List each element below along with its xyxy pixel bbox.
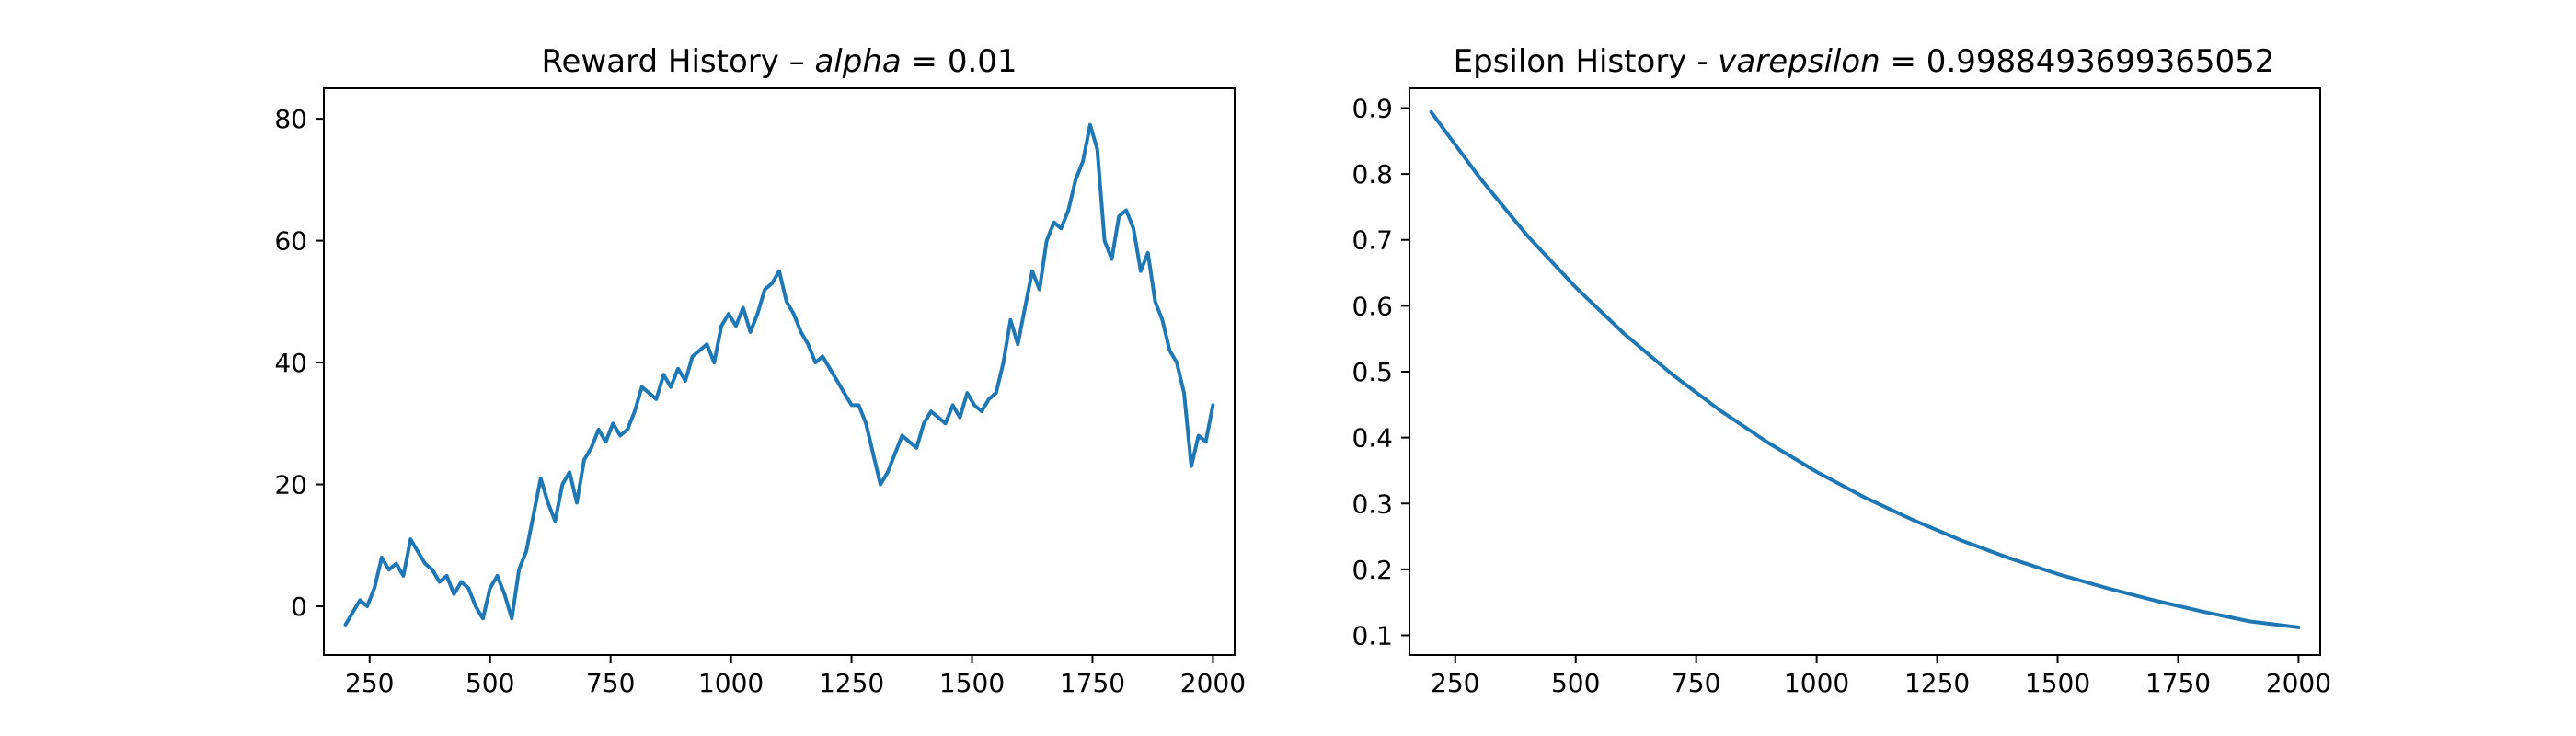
reward-history-x-tick-label: 1000 xyxy=(698,668,764,698)
epsilon-history-axes-frame xyxy=(1409,87,2321,656)
reward-history-x-tick-label: 2000 xyxy=(1180,668,1246,698)
reward-history-x-tick-label: 500 xyxy=(466,668,514,698)
reward-history-x-tick-label: 1500 xyxy=(939,668,1005,698)
epsilon-history-y-tick-label: 0.5 xyxy=(1351,357,1393,387)
epsilon-history-x-tick-label: 2000 xyxy=(2266,668,2331,698)
reward-history-x-tick-label: 1250 xyxy=(819,668,884,698)
epsilon-history-y-tick-label: 0.4 xyxy=(1351,423,1393,454)
reward-history-ticks: 250 500 750 1000 1250 1500 1750 2000 0 20 40 60 80 xyxy=(274,104,1246,698)
epsilon-history-y-tick-label: 0.7 xyxy=(1351,225,1393,256)
epsilon-history-x-tick-label: 1000 xyxy=(1784,668,1849,698)
reward-history-axes-frame xyxy=(323,87,1236,656)
reward-history-y-tick-label: 0 xyxy=(291,592,307,622)
epsilon-history-x-tick-label: 1500 xyxy=(2025,668,2090,698)
reward-history-y-tick-label: 20 xyxy=(274,470,307,500)
reward-history-line xyxy=(343,122,1215,627)
epsilon-history-x-tick-label: 1750 xyxy=(2145,668,2211,698)
epsilon-history-ticks: 250 500 750 1000 1250 1500 1750 2000 0.1 0.2 0.3 0.… xyxy=(1351,93,2331,698)
epsilon-history-y-tick-label: 0.6 xyxy=(1351,291,1393,321)
epsilon-history-x-tick-label: 500 xyxy=(1551,668,1600,698)
reward-history-x-tick-label: 1750 xyxy=(1060,668,1125,698)
epsilon-history-title: Epsilon History - varepsilon = 0.9988493… xyxy=(1454,43,2275,80)
reward-history-x-tick-label: 250 xyxy=(345,668,394,698)
reward-history-title: Reward History – alpha = 0.01 xyxy=(541,43,1017,80)
reward-history-y-tick-label: 40 xyxy=(274,348,307,378)
epsilon-history-panel: Epsilon History - varepsilon = 0.9988493… xyxy=(1351,43,2331,698)
reward-history-x-tick-label: 750 xyxy=(586,668,635,698)
epsilon-history-x-tick-label: 750 xyxy=(1672,668,1720,698)
epsilon-history-y-tick-label: 0.9 xyxy=(1351,93,1393,123)
reward-history-y-tick-label: 80 xyxy=(274,104,307,134)
reward-history-panel: Reward History – alpha = 0.01 250 500 750 1… xyxy=(274,43,1246,698)
epsilon-history-x-tick-label: 1250 xyxy=(1904,668,1970,698)
epsilon-history-y-tick-label: 0.2 xyxy=(1351,555,1393,585)
epsilon-history-y-tick-label: 0.8 xyxy=(1351,159,1393,190)
reward-history-y-tick-label: 60 xyxy=(274,226,307,257)
epsilon-history-y-tick-label: 0.3 xyxy=(1351,489,1393,519)
epsilon-history-y-tick-label: 0.1 xyxy=(1351,621,1393,651)
epsilon-history-x-tick-label: 250 xyxy=(1431,668,1479,698)
epsilon-history-line xyxy=(1429,109,2301,629)
